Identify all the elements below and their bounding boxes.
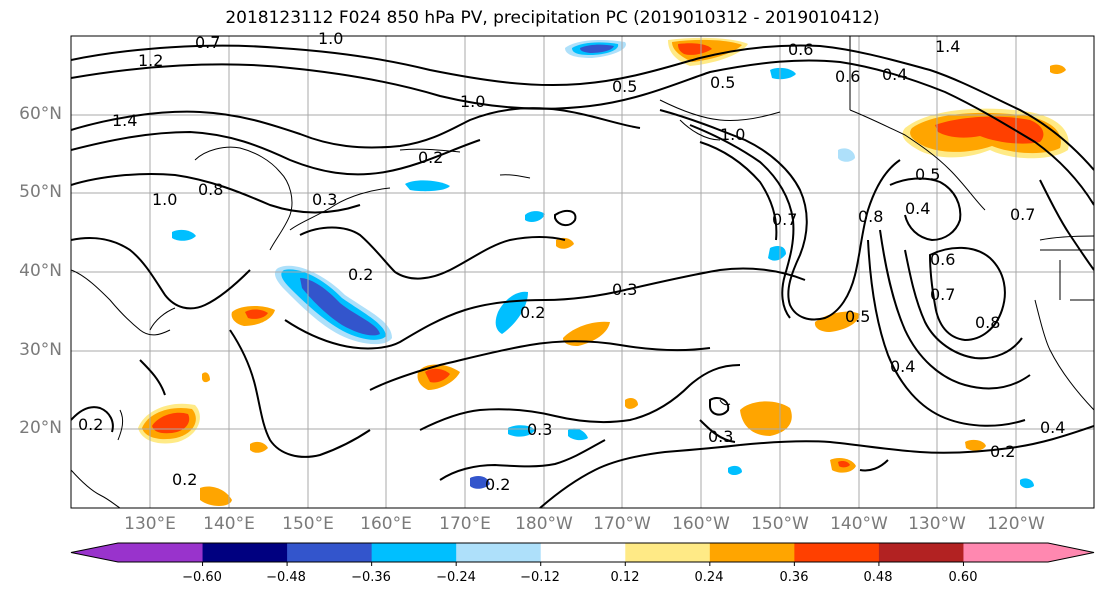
contour-label: 0.7 bbox=[195, 33, 220, 52]
colorbar-max-arrow bbox=[1048, 543, 1094, 562]
contour-label: 1.4 bbox=[935, 37, 960, 56]
contour-label: 0.6 bbox=[788, 40, 813, 59]
lat-label: 50°N bbox=[19, 182, 62, 202]
contour-label: 0.4 bbox=[882, 65, 907, 84]
colorbar-segment bbox=[202, 543, 288, 562]
colorbar-tick-label: −0.36 bbox=[351, 570, 391, 585]
colorbar bbox=[70, 542, 1095, 566]
lon-label: 150°E bbox=[282, 514, 334, 534]
contour-label: 0.3 bbox=[708, 427, 733, 446]
colorbar-tick-label: 0.36 bbox=[779, 570, 809, 585]
contour-label: 0.5 bbox=[845, 307, 870, 326]
colorbar-segment bbox=[371, 543, 457, 562]
precipitation-shading bbox=[138, 37, 1069, 506]
lon-label: 140°E bbox=[203, 514, 255, 534]
contour-label: 0.2 bbox=[418, 148, 443, 167]
colorbar-segment bbox=[625, 543, 711, 562]
colorbar-tick-label: 0.12 bbox=[610, 570, 640, 585]
colorbar-tick-label: −0.24 bbox=[436, 570, 476, 585]
contour-label: 0.4 bbox=[1040, 418, 1065, 437]
colorbar-tick-label: 0.24 bbox=[694, 570, 724, 585]
lon-label: 160°E bbox=[360, 514, 412, 534]
contour-label: 1.4 bbox=[112, 111, 137, 130]
lat-label: 40°N bbox=[19, 261, 62, 281]
lon-label: 170°W bbox=[593, 514, 651, 534]
colorbar-min-arrow bbox=[71, 543, 118, 562]
lat-label: 30°N bbox=[19, 340, 62, 360]
colorbar-outline bbox=[70, 542, 1095, 563]
lon-label: 130°E bbox=[124, 514, 176, 534]
contour-label: 0.2 bbox=[990, 442, 1015, 461]
contour-label: 0.8 bbox=[198, 180, 223, 199]
contour-label: 0.3 bbox=[527, 420, 552, 439]
colorbar-segment bbox=[794, 543, 880, 562]
contour-label: 0.2 bbox=[78, 415, 103, 434]
contour-label: 0.4 bbox=[890, 357, 915, 376]
contour-label: 0.7 bbox=[772, 210, 797, 229]
contour-label-group: 0.7 1.0 1.2 1.4 1.0 0.8 1.0 0.2 0.2 0.3 … bbox=[78, 29, 1065, 494]
colorbar-segment bbox=[540, 543, 626, 562]
colorbar-segment bbox=[118, 543, 204, 562]
colorbar-segment bbox=[287, 543, 373, 562]
contour-label: 0.8 bbox=[858, 207, 883, 226]
contour-label: 0.5 bbox=[612, 77, 637, 96]
contour-label: 1.0 bbox=[720, 125, 745, 144]
contour-label: 0.7 bbox=[930, 285, 955, 304]
contour-label: 1.2 bbox=[138, 51, 163, 70]
colorbar-segment bbox=[456, 543, 542, 562]
contour-label: 1.0 bbox=[152, 190, 177, 209]
coastlines bbox=[71, 36, 1094, 508]
contour-label: 0.2 bbox=[172, 470, 197, 489]
contour-label: 0.2 bbox=[348, 265, 373, 284]
lon-label: 180°W bbox=[515, 514, 573, 534]
contour-label: 0.7 bbox=[1010, 205, 1035, 224]
contour-label: 0.2 bbox=[520, 303, 545, 322]
lon-label: 160°W bbox=[672, 514, 730, 534]
map-title: 2018123112 F024 850 hPa PV, precipitatio… bbox=[225, 8, 880, 28]
colorbar-tick-label: −0.12 bbox=[520, 570, 560, 585]
lon-label: 120°W bbox=[987, 514, 1045, 534]
colorbar-tick-label: 0.48 bbox=[863, 570, 893, 585]
colorbar-tick-label: 0.60 bbox=[948, 570, 978, 585]
lon-label: 130°W bbox=[908, 514, 966, 534]
lon-label: 140°W bbox=[830, 514, 888, 534]
colorbar-tick-label: −0.48 bbox=[266, 570, 306, 585]
colorbar-tick-label: −0.60 bbox=[182, 570, 222, 585]
plot-frame bbox=[70, 35, 1095, 509]
lon-label: 170°E bbox=[439, 514, 491, 534]
contour-label: 0.3 bbox=[312, 190, 337, 209]
contour-label: 0.2 bbox=[485, 475, 510, 494]
colorbar-segment bbox=[878, 543, 964, 562]
colorbar-segment bbox=[709, 543, 795, 562]
contour-label: 0.6 bbox=[930, 250, 955, 269]
contour-label: 1.0 bbox=[318, 29, 343, 48]
contour-label: 0.5 bbox=[915, 165, 940, 184]
lon-label: 150°W bbox=[751, 514, 809, 534]
contour-label: 0.3 bbox=[612, 280, 637, 299]
map-plot-area bbox=[71, 36, 1094, 508]
lat-label: 60°N bbox=[19, 104, 62, 124]
contour-label: 0.4 bbox=[905, 199, 930, 218]
pv-contours bbox=[71, 44, 1094, 508]
contour-label: 0.6 bbox=[835, 67, 860, 86]
contour-label: 1.0 bbox=[460, 92, 485, 111]
colorbar-segment bbox=[963, 543, 1049, 562]
contour-label: 0.8 bbox=[975, 313, 1000, 332]
lat-label: 20°N bbox=[19, 418, 62, 438]
contour-label: 0.5 bbox=[710, 73, 735, 92]
